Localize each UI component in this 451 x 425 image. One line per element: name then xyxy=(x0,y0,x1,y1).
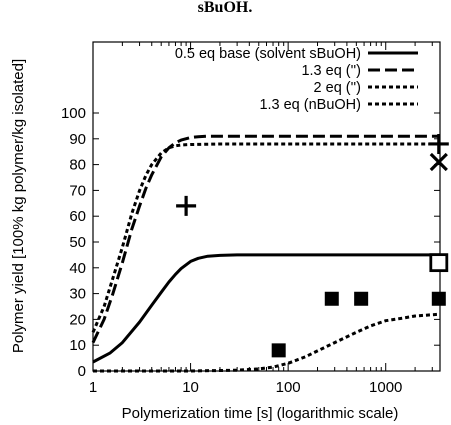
y-tick-label: 60 xyxy=(69,208,86,225)
header-fragment: sBuOH. xyxy=(198,0,253,16)
y-tick-label: 20 xyxy=(69,311,86,328)
y-tick-label: 30 xyxy=(69,286,86,303)
marker-plus xyxy=(428,133,449,154)
y-tick-label: 100 xyxy=(61,105,86,122)
legend-label: 2 eq ('') xyxy=(314,80,361,96)
marker-filled-square xyxy=(431,291,446,306)
y-tick-label: 50 xyxy=(69,234,86,251)
x-tick-label: 1 xyxy=(89,379,97,396)
series-line-4 xyxy=(93,312,441,373)
marker-open-square xyxy=(429,253,449,273)
marker-filled-square xyxy=(354,291,369,306)
x-axis: 1 10 100 1000 xyxy=(89,42,433,396)
x-tick-label: 1000 xyxy=(369,379,402,396)
y-tick-label: 70 xyxy=(69,182,86,199)
x-tick-label: 10 xyxy=(182,379,199,396)
marker-filled-square xyxy=(324,291,339,306)
series-layer xyxy=(91,134,441,373)
y-axis: 0 10 20 30 40 50 60 70 80 90 100 xyxy=(61,105,440,380)
x-axis-label: Polymerization time [s] (logarithmic sca… xyxy=(122,405,399,422)
y-tick-label: 40 xyxy=(69,260,86,277)
legend-label: 1.3 eq (nBuOH) xyxy=(259,97,361,113)
legend-label: 1.3 eq ('') xyxy=(301,63,361,79)
series-line-1 xyxy=(92,253,440,364)
marker-plus xyxy=(176,195,197,216)
series-line-3 xyxy=(91,142,440,333)
y-tick-label: 0 xyxy=(78,363,86,380)
y-axis-label: Polymer yield [100% kg polymer/kg isolat… xyxy=(10,59,27,353)
legend-label: 0.5 eq base (solvent sBuOH) xyxy=(175,46,361,62)
series-line-2 xyxy=(91,134,440,344)
y-tick-label: 90 xyxy=(69,131,86,148)
x-tick-label: 100 xyxy=(276,379,301,396)
marker-filled-square xyxy=(271,343,286,358)
marker-layer xyxy=(176,133,449,358)
y-tick-label: 10 xyxy=(69,337,86,354)
y-tick-label: 80 xyxy=(69,157,86,174)
legend: 0.5 eq base (solvent sBuOH)1.3 eq ('')2 … xyxy=(175,46,418,113)
marker-cross xyxy=(429,152,448,172)
